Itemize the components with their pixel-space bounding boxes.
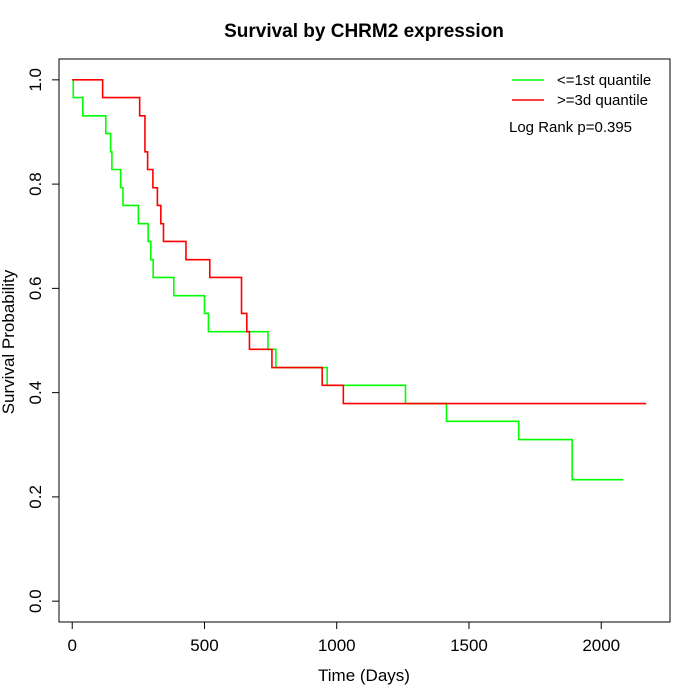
y-tick-label: 0.0 (26, 589, 45, 613)
legend: <=1st quantile >=3d quantile (512, 72, 651, 109)
y-axis-label: Survival Probability (0, 269, 18, 414)
x-axis: 0 500 1000 1500 2000 (67, 621, 620, 655)
y-tick-label: 0.4 (26, 381, 45, 405)
series-line-2 (72, 79, 647, 405)
y-tick-label: 1.0 (26, 68, 45, 92)
y-tick-label: 0.8 (26, 172, 45, 196)
log-rank-annotation: Log Rank p=0.395 (509, 119, 632, 136)
x-tick-label: 0 (67, 636, 76, 655)
y-axis: 0.0 0.2 0.4 0.6 0.8 1.0 (26, 68, 60, 613)
legend-label: >=3d quantile (557, 92, 648, 109)
x-tick-label: 2000 (582, 636, 620, 655)
legend-label: <=1st quantile (557, 72, 651, 89)
series-line-1 (72, 79, 624, 481)
x-axis-label: Time (Days) (318, 666, 410, 685)
x-tick-label: 500 (190, 636, 218, 655)
x-tick-label: 1500 (450, 636, 488, 655)
y-tick-label: 0.6 (26, 277, 45, 301)
chart-title: Survival by CHRM2 expression (224, 21, 504, 42)
series-layer (72, 79, 647, 481)
y-tick-label: 0.2 (26, 485, 45, 509)
x-tick-label: 1000 (318, 636, 356, 655)
